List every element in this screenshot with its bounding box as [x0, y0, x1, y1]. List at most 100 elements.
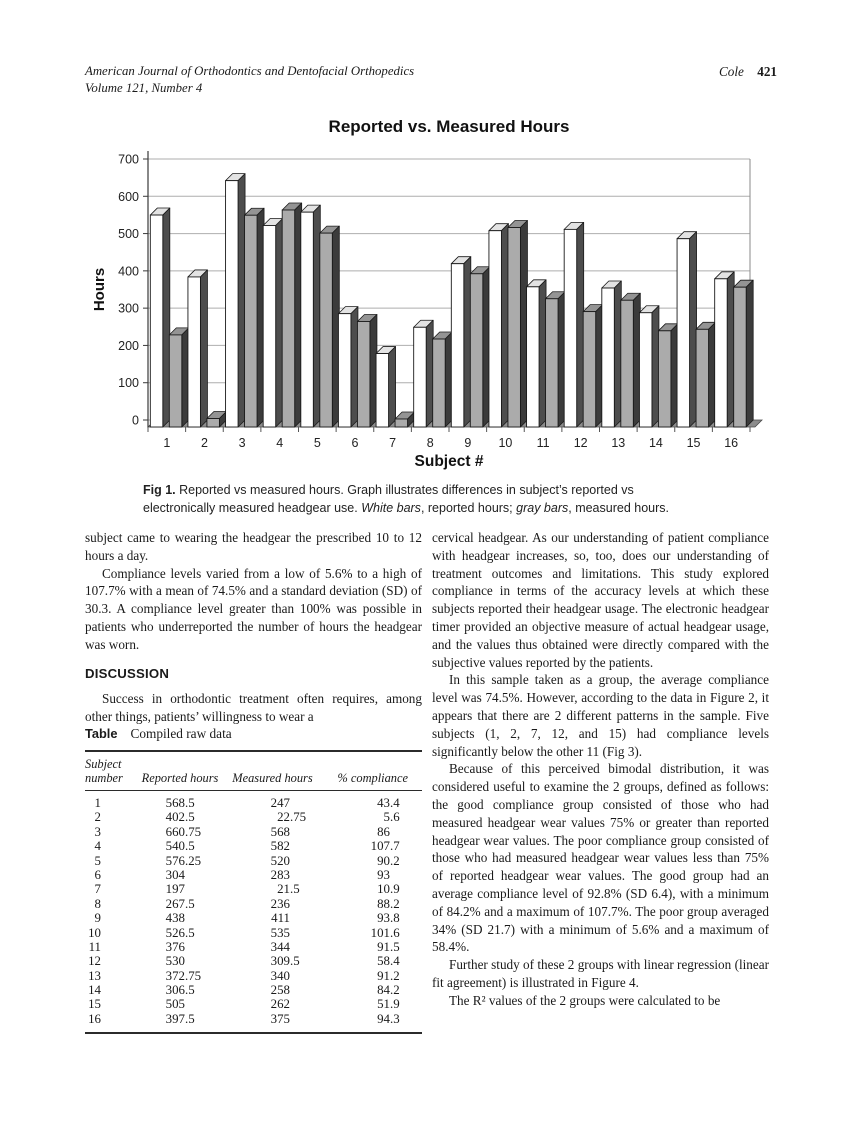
value-int: 51 [377, 997, 390, 1012]
subject-number-cell: 3 [85, 825, 140, 839]
bar-measured [582, 304, 604, 428]
subject-number-cell: 12 [85, 954, 140, 968]
value-cell: 258 [220, 983, 325, 997]
table-body: 1 568.5 247 43.4 2 402.5 22.75 5.6 3 660.75 568 86 4… [85, 791, 422, 1032]
y-tick-label: 400 [118, 264, 139, 278]
table-column-header: Reported hours [141, 770, 219, 785]
table-column-header: Measured hours [232, 770, 313, 785]
running-head-right: Cole 421 [719, 64, 777, 80]
subject-number: 14 [88, 983, 101, 998]
value-int: 306 [165, 983, 185, 998]
value-cell: 309.5 [220, 954, 325, 968]
subject-number: 9 [94, 911, 101, 926]
value-dec: .8 [390, 911, 400, 926]
caption-part: Fig 1. [143, 483, 176, 497]
subject-number-cell: 11 [85, 940, 140, 954]
bar-reported [714, 271, 735, 428]
table-row: 6 304 283 93 [85, 868, 422, 882]
value-int: 84 [377, 983, 390, 998]
value-cell: 283 [220, 868, 325, 882]
value-int: 505 [165, 997, 185, 1012]
journal-volume: Volume 121, Number 4 [85, 81, 203, 95]
table-row: 4 540.5 582 107.7 [85, 839, 422, 853]
bar-reported [488, 223, 509, 428]
y-axis-title: Hours [91, 268, 108, 311]
x-axis-title: Subject # [415, 453, 484, 470]
subject-number: 1 [94, 796, 101, 810]
x-tick-label: 2 [201, 436, 208, 450]
y-tick-label: 100 [118, 376, 139, 390]
value-int: 107 [370, 839, 390, 854]
subject-number-cell: 7 [85, 882, 140, 896]
value-cell: 375 [220, 1012, 325, 1026]
value-cell: 93 [325, 868, 422, 882]
x-tick-label: 4 [276, 436, 283, 450]
table-caption: Table Compiled raw data [85, 726, 422, 742]
value-dec: .7 [390, 839, 400, 854]
value-dec: .6 [390, 925, 400, 940]
value-cell: 438 [140, 911, 220, 925]
value-cell: 660.75 [140, 825, 220, 839]
subject-number: 12 [88, 954, 101, 969]
value-cell: 526.5 [140, 926, 220, 940]
paragraph: Because of this perceived bimodal distri… [432, 761, 769, 955]
subject-number-cell: 15 [85, 997, 140, 1011]
value-dec: .2 [390, 968, 400, 983]
value-int: 340 [270, 968, 290, 983]
table-row: 16 397.5 375 94.3 [85, 1012, 422, 1026]
table-row: 1 568.5 247 43.4 [85, 796, 422, 810]
table-row: 12 530 309.5 58.4 [85, 954, 422, 968]
subject-number: 15 [88, 997, 101, 1012]
table-row: 14 306.5 258 84.2 [85, 983, 422, 997]
x-tick-label: 10 [498, 436, 512, 450]
value-int: 88 [377, 896, 390, 911]
chart-title: Reported vs. Measured Hours [329, 117, 570, 136]
value-cell: 576.25 [140, 854, 220, 868]
x-tick-label: 9 [464, 436, 471, 450]
paragraph: subject came to wearing the headgear the… [85, 530, 422, 563]
y-tick-label: 600 [118, 190, 139, 204]
value-int: 568 [270, 824, 290, 839]
subject-number-cell: 6 [85, 868, 140, 882]
subject-number-cell: 4 [85, 839, 140, 853]
value-cell: 505 [140, 997, 220, 1011]
value-dec: .25 [185, 853, 202, 868]
bar-reported [187, 269, 208, 428]
value-cell: 90.2 [325, 854, 422, 868]
value-cell: 340 [220, 969, 325, 983]
value-int: 86 [377, 824, 390, 839]
value-cell: 43.4 [325, 796, 422, 810]
value-int: 540 [165, 839, 185, 854]
value-dec: .5 [185, 839, 195, 854]
value-cell: 397.5 [140, 1012, 220, 1026]
value-cell: 411 [220, 911, 325, 925]
paragraph: Success in orthodontic treatment often r… [85, 691, 422, 725]
table-row: 3 660.75 568 86 [85, 825, 422, 839]
value-int: 283 [270, 867, 290, 882]
value-int: 372 [165, 968, 185, 983]
value-int: 247 [270, 796, 290, 810]
bar-measured [545, 291, 566, 428]
subject-number: 6 [94, 867, 101, 882]
value-cell: 86 [325, 825, 422, 839]
subject-number: 13 [88, 968, 101, 983]
value-cell: 84.2 [325, 983, 422, 997]
subject-number: 10 [88, 925, 101, 940]
value-cell: 91.5 [325, 940, 422, 954]
value-cell: 344 [220, 940, 325, 954]
value-cell: 236 [220, 897, 325, 911]
bar-reported [638, 305, 660, 428]
table-column-header: Subject number [85, 757, 123, 785]
bar-reported [413, 319, 434, 428]
value-dec: .2 [390, 983, 400, 998]
table-bottom-rule [85, 1032, 422, 1035]
subject-number-cell: 2 [85, 810, 140, 824]
caption-part: Reported vs measured hours. Graph illust… [143, 483, 634, 515]
table-row: 9 438 411 93.8 [85, 911, 422, 925]
x-tick-label: 1 [163, 436, 170, 450]
value-int: 94 [377, 1011, 390, 1026]
author-name: Cole [719, 64, 744, 79]
value-int: 526 [165, 925, 185, 940]
value-dec: .5 [185, 925, 195, 940]
